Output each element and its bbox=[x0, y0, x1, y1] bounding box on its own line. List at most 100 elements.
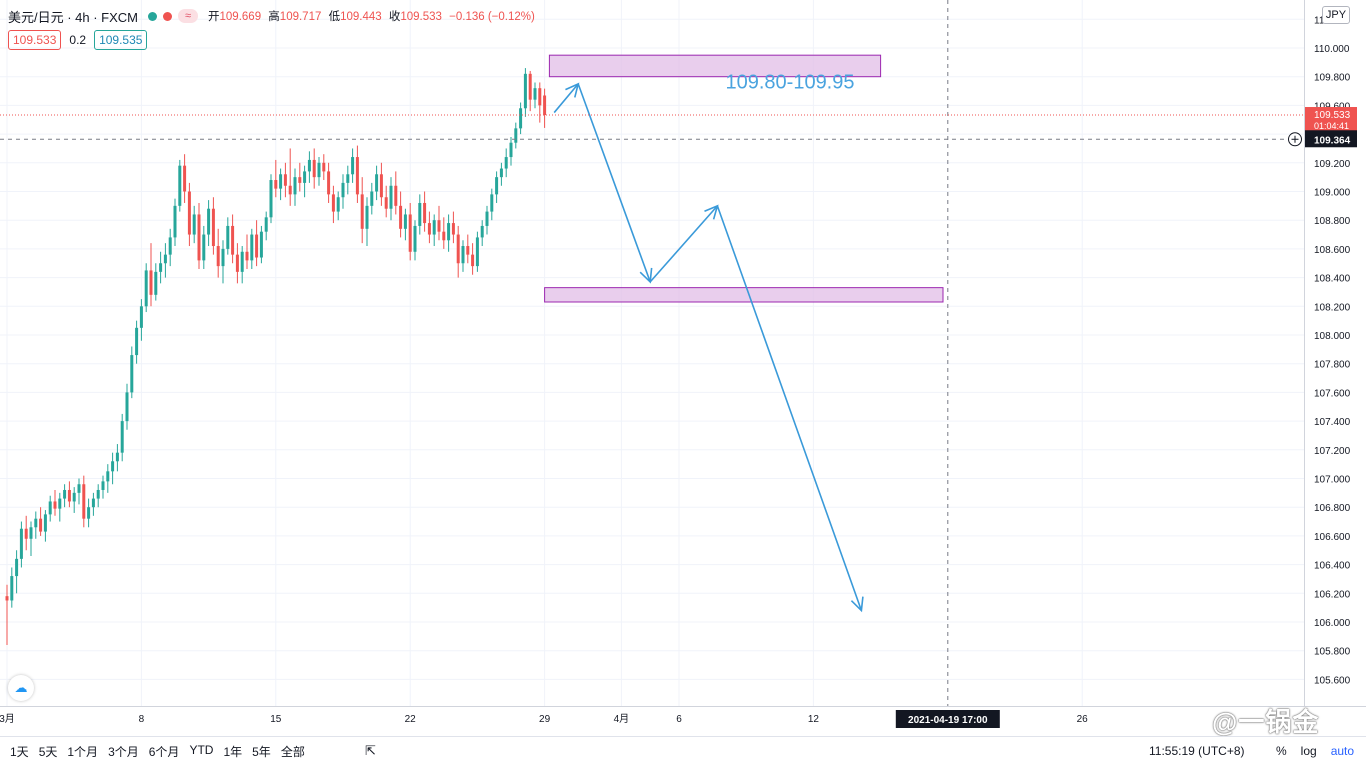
candle-body bbox=[437, 220, 441, 232]
candle-body bbox=[39, 518, 43, 532]
sell-button[interactable]: 109.533 bbox=[8, 30, 62, 50]
price-zone-rect[interactable] bbox=[548, 54, 882, 78]
candle bbox=[331, 185, 335, 224]
range-6m-button[interactable]: 6个月 bbox=[148, 745, 180, 759]
candle bbox=[384, 185, 388, 218]
candle-body bbox=[149, 270, 153, 295]
candle-body bbox=[231, 225, 235, 255]
y-tick-label: 109.800 bbox=[1314, 73, 1351, 84]
candle bbox=[221, 240, 225, 284]
range-1d-button[interactable]: 1天 bbox=[10, 745, 29, 759]
candle-body bbox=[519, 108, 523, 129]
y-tick-label: 109.200 bbox=[1314, 159, 1351, 170]
candle-body bbox=[5, 596, 9, 601]
auto-button[interactable]: auto bbox=[1330, 744, 1355, 758]
candle bbox=[418, 194, 422, 235]
clock-display[interactable]: 11:55:19 (UTC+8) bbox=[1149, 744, 1245, 758]
candle bbox=[451, 211, 455, 244]
projection-segment[interactable] bbox=[716, 205, 863, 611]
add-alert-icon[interactable] bbox=[1288, 132, 1302, 147]
candle bbox=[480, 220, 484, 247]
candle bbox=[72, 487, 76, 513]
buy-button[interactable]: 109.535 bbox=[94, 30, 148, 50]
candle bbox=[216, 228, 220, 278]
wave-icon[interactable]: ≈ bbox=[178, 9, 199, 23]
candle-body bbox=[168, 237, 172, 255]
candle-body bbox=[139, 306, 143, 328]
range-1y-button[interactable]: 1年 bbox=[223, 745, 243, 759]
candle bbox=[106, 464, 110, 493]
candle-body bbox=[490, 194, 494, 212]
candle bbox=[279, 168, 283, 201]
candle-body bbox=[197, 214, 201, 261]
candle-body bbox=[250, 234, 254, 261]
range-5d-button[interactable]: 5天 bbox=[38, 745, 58, 759]
candle-body bbox=[466, 246, 470, 255]
candle-body bbox=[101, 481, 105, 490]
candle bbox=[351, 148, 355, 183]
symbol-title[interactable]: 美元/日元 · 4h · FXCM bbox=[8, 9, 139, 25]
candle-body bbox=[19, 528, 23, 559]
candle bbox=[355, 145, 359, 203]
candle bbox=[264, 211, 268, 241]
candle-body bbox=[125, 392, 129, 422]
y-tick-label: 109.600 bbox=[1314, 101, 1351, 112]
candle bbox=[389, 177, 393, 221]
projection-segment[interactable] bbox=[553, 83, 579, 114]
candle-body bbox=[389, 185, 393, 209]
candle-body bbox=[87, 507, 91, 519]
projection-segment[interactable] bbox=[577, 83, 651, 283]
candle-body bbox=[303, 171, 307, 183]
candle-body bbox=[269, 180, 273, 218]
range-5y-button[interactable]: 5年 bbox=[252, 745, 271, 759]
y-tick-label: 108.600 bbox=[1314, 245, 1351, 256]
candle bbox=[202, 225, 206, 269]
candle bbox=[63, 484, 67, 508]
candle bbox=[77, 478, 81, 505]
y-tick-label: 108.200 bbox=[1314, 302, 1351, 313]
status-dots: ≈ bbox=[148, 9, 199, 23]
crosshair-price-text: 109.364 bbox=[1314, 135, 1351, 146]
price-zone-rect[interactable] bbox=[544, 287, 944, 303]
candle-body bbox=[264, 217, 268, 232]
currency-badge[interactable]: JPY bbox=[1322, 6, 1350, 24]
symbol-header: 美元/日元 · 4h · FXCM ≈ 开109.669 高109.717 低1… bbox=[8, 6, 539, 26]
candle-body bbox=[533, 88, 537, 100]
candle bbox=[173, 198, 177, 247]
candle-body bbox=[211, 208, 215, 247]
x-tick-label: 6 bbox=[676, 714, 682, 725]
projection-segment[interactable] bbox=[649, 205, 718, 283]
crosshair-price-label: 109.364 bbox=[1305, 130, 1357, 148]
candle bbox=[67, 481, 71, 508]
candle bbox=[408, 202, 412, 261]
candle bbox=[427, 211, 431, 244]
candle-body bbox=[96, 489, 100, 499]
tradingview-logo-icon[interactable]: ☁ bbox=[8, 675, 34, 701]
y-tick-label: 106.800 bbox=[1314, 503, 1351, 514]
log-button[interactable]: log bbox=[1300, 744, 1317, 758]
y-tick-label: 107.200 bbox=[1314, 446, 1351, 457]
range-all-button[interactable]: 全部 bbox=[280, 745, 305, 759]
candle-body bbox=[245, 251, 249, 261]
candle-body bbox=[432, 220, 436, 235]
range-1m-button[interactable]: 1个月 bbox=[67, 745, 99, 759]
percent-button[interactable]: % bbox=[1276, 744, 1287, 758]
candle-body bbox=[341, 182, 345, 198]
market-closed-dot bbox=[163, 11, 173, 21]
range-3m-button[interactable]: 3个月 bbox=[108, 745, 139, 759]
calendar-range-icon[interactable]: ⇱ bbox=[365, 743, 376, 758]
range-buttons: 1天 5天 1个月 3个月 6个月 YTD 1年 5年 全部 bbox=[10, 743, 315, 760]
candle-body bbox=[423, 202, 427, 224]
candle bbox=[163, 243, 167, 278]
range-ytd-button[interactable]: YTD bbox=[189, 743, 214, 757]
candle bbox=[101, 475, 105, 499]
candle-body bbox=[77, 484, 81, 493]
candle-body bbox=[111, 461, 115, 472]
high-value: 109.717 bbox=[279, 11, 322, 23]
x-tick-label: 15 bbox=[270, 714, 282, 725]
crosshair-time-text: 2021-04-19 17:00 bbox=[908, 715, 988, 726]
candle-body bbox=[403, 214, 407, 229]
candle bbox=[365, 197, 369, 247]
spread-value: 0.2 bbox=[69, 33, 87, 47]
